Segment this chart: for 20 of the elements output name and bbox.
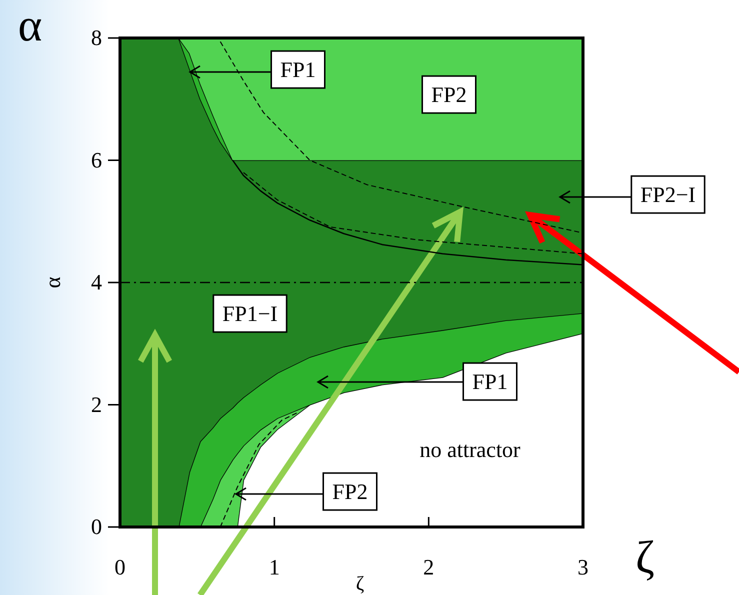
annotation: no attractor [420, 437, 522, 462]
y-tick-label: 2 [91, 392, 102, 417]
y-tick-label: 8 [91, 25, 102, 50]
annotation: FP1−I [222, 301, 278, 326]
y-tick-label: 6 [91, 147, 102, 172]
annotation: FP2 [332, 479, 368, 504]
x-tick-label: 2 [423, 554, 434, 580]
x-axis-title: ζ [356, 573, 364, 595]
annotation: FP1 [472, 369, 508, 394]
y-axis-title: α [40, 276, 66, 288]
x-tick-label: 1 [268, 554, 280, 580]
annotation: FP1 [280, 57, 316, 82]
text: α [18, 0, 42, 51]
annotation: FP2 [431, 82, 467, 108]
y-tick-label: 0 [91, 514, 102, 540]
y-tick-label: 4 [91, 270, 102, 295]
x-tick-label: 0 [114, 554, 126, 580]
text: FP2−I [640, 182, 696, 208]
text: ζ [635, 532, 655, 583]
x-tick-label: 3 [578, 554, 588, 580]
